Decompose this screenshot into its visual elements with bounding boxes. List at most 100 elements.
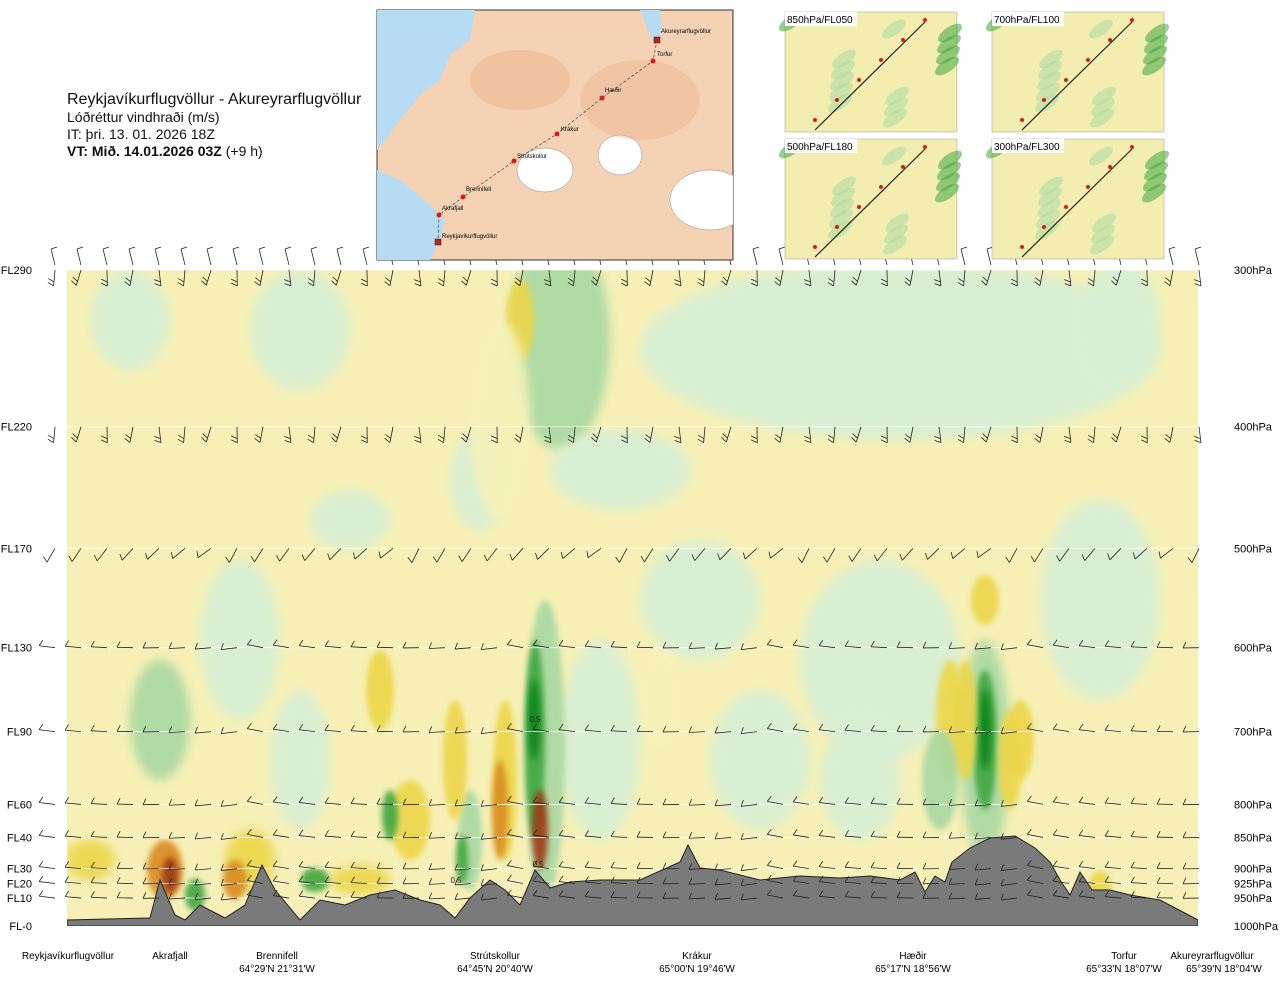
lead-time: (+9 h) xyxy=(225,143,263,159)
barb-shaft xyxy=(871,896,888,899)
barb-shaft-group xyxy=(774,269,784,287)
barb-shaft-group xyxy=(331,426,342,443)
level-map-field xyxy=(1142,56,1166,76)
barb-flag xyxy=(615,556,620,563)
wind-barb xyxy=(50,246,58,266)
barb-shaft xyxy=(562,548,576,559)
barb-shaft-group xyxy=(142,798,160,806)
velocity-cell xyxy=(528,680,540,760)
velocity-cell xyxy=(185,879,205,911)
barb-shaft-group xyxy=(246,828,264,838)
velocity-cell xyxy=(953,660,977,780)
barb-flag xyxy=(1141,439,1148,444)
barb-flag xyxy=(414,440,422,444)
barb-flag xyxy=(591,437,597,443)
barb-shaft-group xyxy=(428,831,446,839)
level-map-label: 850hPa/FL050 xyxy=(787,15,853,26)
barb-shaft xyxy=(949,804,966,806)
barb-shaft xyxy=(833,426,836,443)
barb-flag xyxy=(584,861,589,868)
barb-shaft-group xyxy=(428,878,446,885)
barb-shaft xyxy=(793,834,810,838)
barb-shaft xyxy=(703,269,706,286)
level-map-field xyxy=(1038,60,1062,80)
barb-shaft xyxy=(507,834,524,838)
wind-barb xyxy=(272,796,290,805)
barb-shaft-group xyxy=(272,639,290,649)
wind-barb xyxy=(100,269,108,287)
barb-shaft-group xyxy=(100,269,108,287)
wind-barb xyxy=(1052,875,1070,884)
barb-flag xyxy=(201,437,207,443)
barb-flag xyxy=(168,726,173,733)
wind-barb xyxy=(483,548,498,562)
barb-shaft-group xyxy=(194,893,212,900)
barb-flag xyxy=(1112,433,1118,439)
barb-shaft-group xyxy=(384,269,394,287)
barb-flag xyxy=(116,725,121,732)
barb-shaft-group xyxy=(714,893,732,900)
barb-flag xyxy=(116,862,121,869)
barb-shaft xyxy=(611,730,628,733)
barb-shaft xyxy=(351,882,368,884)
barb-shaft xyxy=(537,548,550,560)
barb-flag xyxy=(1182,831,1187,838)
barb-shaft xyxy=(585,835,602,838)
barb-flag xyxy=(958,434,965,440)
barb-shaft-group xyxy=(514,426,524,443)
wind-barb xyxy=(873,548,888,562)
barb-shaft-group xyxy=(922,641,940,649)
barb-shaft xyxy=(975,837,992,840)
wind-barb xyxy=(1156,877,1174,884)
barb-shaft xyxy=(1001,883,1018,886)
barb-flag xyxy=(1005,556,1010,563)
barb-flag xyxy=(818,639,824,646)
wind-barb xyxy=(1104,861,1122,869)
barb-shaft-group xyxy=(1010,426,1018,444)
wind-barb xyxy=(896,877,914,884)
wind-barb xyxy=(454,642,472,650)
barb-shaft-group xyxy=(558,890,576,899)
barb-shaft xyxy=(793,865,810,869)
barb-flag xyxy=(775,434,781,439)
barb-shaft-group xyxy=(848,548,862,562)
barb-flag xyxy=(272,723,278,730)
wind-barb xyxy=(170,548,186,559)
wind-barb xyxy=(201,426,212,443)
wind-barb xyxy=(154,426,162,444)
wind-barb xyxy=(974,893,992,900)
barb-flag xyxy=(350,891,355,898)
barb-flag xyxy=(101,282,108,287)
level-map-field xyxy=(1143,172,1167,192)
barb-shaft-group xyxy=(350,876,368,884)
barb-shaft xyxy=(767,728,784,733)
level-map-label-bg xyxy=(992,12,1064,26)
barb-shaft-group xyxy=(64,830,82,838)
wind-barb xyxy=(844,890,862,899)
barb-shaft xyxy=(1160,548,1174,559)
wind-barb xyxy=(1182,892,1200,899)
barb-flag xyxy=(220,864,224,871)
barb-flag xyxy=(324,876,329,883)
barb-flag xyxy=(904,438,911,443)
wind-barb xyxy=(948,642,966,649)
barb-flag xyxy=(974,832,978,839)
wind-barb xyxy=(714,799,732,807)
barb-flag xyxy=(774,438,781,443)
barb-flag xyxy=(818,890,824,897)
wind-barb xyxy=(558,875,576,884)
barb-flag xyxy=(644,281,651,287)
barb-shaft-group xyxy=(974,726,992,734)
level-map-point xyxy=(1064,78,1068,82)
wind-barb xyxy=(532,875,550,884)
barb-shaft-group xyxy=(1130,640,1148,649)
barb-shaft xyxy=(585,802,602,805)
barb-flag xyxy=(896,641,901,648)
wind-barb xyxy=(1000,799,1018,807)
wind-barb xyxy=(414,269,422,287)
wind-barb xyxy=(851,269,862,286)
barb-shaft xyxy=(91,730,108,733)
map-sea-west xyxy=(377,10,475,150)
barb-shaft-group xyxy=(1194,426,1202,444)
wind-barb xyxy=(284,426,292,444)
